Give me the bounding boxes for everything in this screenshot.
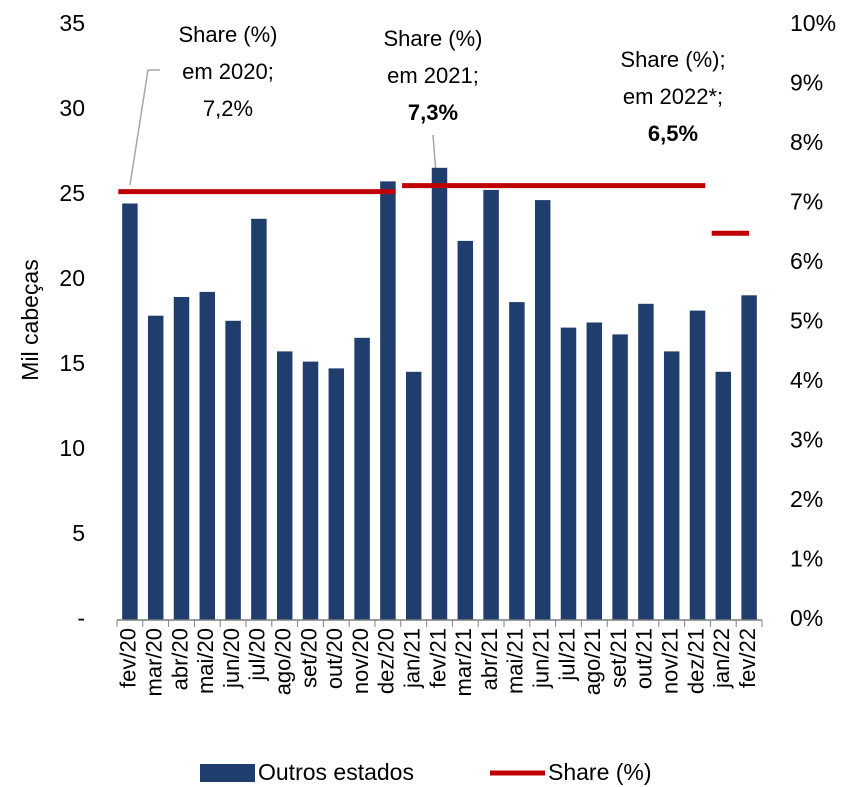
y2-tick-label: 6% [790, 248, 823, 274]
x-tick-label: mar/20 [142, 628, 167, 696]
bar [225, 320, 241, 620]
y-axis-title: Mil cabeças [17, 259, 43, 380]
annotation: em 2020; [182, 59, 274, 84]
annotation: Share (%); [620, 47, 725, 72]
bar [173, 297, 190, 620]
y-tick-label: 30 [59, 95, 85, 121]
bar [534, 200, 551, 620]
x-tick-label: mar/21 [451, 628, 476, 696]
legend-swatch [200, 764, 255, 782]
bar [380, 181, 396, 620]
bar [431, 167, 448, 621]
bar [612, 334, 628, 620]
x-tick-label: jul/20 [245, 628, 270, 682]
bar [715, 371, 732, 620]
y-tick-label: 35 [59, 10, 85, 36]
bar [276, 351, 293, 620]
annotation: 7,3% [408, 100, 458, 125]
y-tick-label: 25 [59, 180, 85, 206]
x-tick-label: abr/20 [167, 628, 192, 690]
x-tick-label: mai/21 [503, 628, 528, 694]
x-tick-label: jun/21 [529, 628, 554, 689]
x-tick-label: fev/21 [425, 628, 450, 688]
y2-tick-label: 3% [790, 427, 823, 453]
x-tick-label: dez/20 [374, 628, 399, 694]
x-tick-label: mai/20 [193, 628, 218, 694]
annotation: em 2021; [387, 63, 479, 88]
y2-tick-label: 8% [790, 129, 823, 155]
bar [457, 240, 474, 620]
bar [147, 315, 164, 620]
y2-tick-label: 2% [790, 486, 823, 512]
y-tick-label: 20 [59, 265, 85, 291]
y2-tick-label: 0% [790, 605, 823, 631]
y2-tick-label: 9% [790, 70, 823, 96]
bar [483, 189, 499, 620]
legend-label: Share (%) [548, 759, 652, 785]
bar [509, 302, 525, 620]
bar [354, 337, 370, 620]
x-tick-label: ago/20 [271, 628, 296, 695]
bar [741, 295, 757, 620]
bar [638, 303, 654, 620]
x-tick-label: jun/20 [219, 628, 244, 689]
x-tick-label: nov/21 [658, 628, 683, 694]
x-tick-label: abr/21 [477, 628, 502, 690]
x-tick-label: jul/21 [554, 628, 579, 682]
bar [560, 327, 577, 620]
annotation: 6,5% [648, 121, 698, 146]
y2-tick-label: 10% [790, 10, 836, 36]
leader-line [129, 69, 160, 186]
x-tick-label: jan/22 [709, 628, 734, 689]
bar [586, 322, 603, 620]
annotation: em 2022*; [623, 84, 723, 109]
x-tick-label: set/21 [606, 628, 631, 688]
bar [302, 361, 319, 620]
annotation: Share (%) [178, 22, 277, 47]
bar [122, 203, 138, 620]
x-tick-label: fev/22 [735, 628, 760, 688]
y2-tick-label: 7% [790, 189, 823, 215]
y-tick-label: - [77, 605, 85, 631]
bar [689, 310, 706, 620]
y2-tick-label: 4% [790, 367, 823, 393]
bar [328, 368, 345, 620]
x-tick-label: dez/21 [683, 628, 708, 694]
y2-tick-label: 1% [790, 546, 823, 572]
y-tick-label: 5 [72, 520, 85, 546]
x-tick-label: jan/21 [400, 628, 425, 689]
bar [405, 371, 422, 620]
bar [251, 218, 267, 621]
bar [199, 291, 216, 620]
x-tick-label: fev/20 [116, 628, 141, 688]
annotation: 7,2% [203, 96, 253, 121]
x-tick-label: out/20 [322, 628, 347, 689]
x-tick-label: set/20 [296, 628, 321, 688]
annotation: Share (%) [383, 26, 482, 51]
x-tick-label: nov/20 [348, 628, 373, 694]
legend-label: Outros estados [258, 759, 414, 785]
bar [663, 351, 680, 620]
y-tick-label: 10 [59, 435, 85, 461]
x-tick-label: ago/21 [580, 628, 605, 695]
x-tick-label: out/21 [632, 628, 657, 689]
y2-tick-label: 5% [790, 308, 823, 334]
y-tick-label: 15 [59, 350, 85, 376]
